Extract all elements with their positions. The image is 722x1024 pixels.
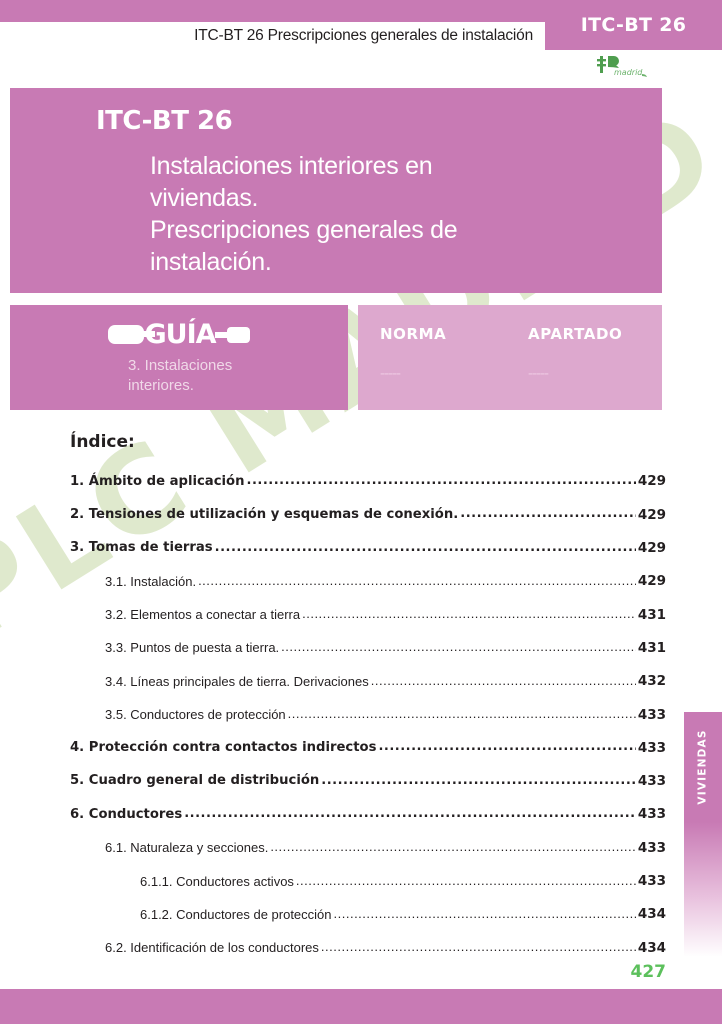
index-entry[interactable]: 6.1.2. Conductores de protección........…: [70, 907, 666, 922]
index-list: 1. Ámbito de aplicación.................…: [70, 474, 666, 955]
plug-socket-icon: [108, 325, 156, 344]
index-entry-page: 429: [637, 540, 666, 557]
index-entry-page: 432: [637, 673, 666, 690]
index-entry-label: 3.2. Elementos a conectar a tierra: [105, 607, 301, 623]
svg-text:madrid: madrid: [614, 68, 643, 77]
index-entry[interactable]: 2. Tensiones de utilización y esquemas d…: [70, 507, 666, 522]
guia-plug-logo-icon: GUÍA: [10, 319, 348, 350]
index-entry-page: 433: [637, 873, 666, 890]
index-entry[interactable]: 6. Conductores .........................…: [70, 807, 666, 822]
index-entry-label: 4. Protección contra contactos indirecto…: [70, 740, 377, 756]
footer-bottom-bar: [0, 989, 722, 1024]
index-entry-page: 431: [637, 639, 666, 656]
apartado-label: APARTADO: [528, 325, 623, 343]
index-entry-leader: ........................................…: [333, 906, 636, 921]
header-code-text: ITC-BT 26: [580, 14, 687, 36]
index-entry-leader: ........................................…: [246, 474, 636, 488]
header-code-tab: ITC-BT 26: [545, 0, 722, 50]
index-entry-leader: ........................................…: [198, 573, 636, 588]
index-entry-label: 3. Tomas de tierras: [70, 540, 213, 556]
index-entry-page: 434: [637, 939, 666, 956]
guia-subtitle-line-2: interiores.: [128, 377, 194, 395]
index-entry-label: 5. Cuadro general de distribución: [70, 773, 320, 789]
index-entry[interactable]: 3. Tomas de tierras.....................…: [70, 541, 666, 556]
side-tab-fade: [684, 822, 722, 957]
side-tab-viviendas: VIVIENDAS: [684, 712, 722, 822]
apartado-column: APARTADO -----: [528, 325, 622, 382]
title-name-line-3: Prescripciones generales de: [150, 216, 458, 244]
guia-subtitle-line-1: 3. Instalaciones: [128, 357, 233, 374]
index-entry-label: 6.1. Naturaleza y secciones.: [105, 840, 269, 856]
index-entry[interactable]: 3.5. Conductores de protección..........…: [70, 707, 666, 722]
title-name-line-4: instalación.: [150, 248, 272, 276]
index-entry-page: 433: [637, 773, 666, 790]
index-entry-leader: ........................................…: [295, 873, 636, 888]
index-entry[interactable]: 3.3. Puntos de puesta a tierra..........…: [70, 640, 666, 655]
page-number: 427: [630, 962, 667, 982]
index-entry-page: 433: [637, 706, 666, 723]
index-entry-page: 433: [637, 739, 666, 756]
norma-value: -----: [380, 365, 401, 382]
index-entry[interactable]: 6.1.1. Conductores activos .............…: [70, 874, 666, 889]
index-entry[interactable]: 6.1. Naturaleza y secciones.............…: [70, 840, 666, 855]
index-entry-leader: ........................................…: [378, 740, 636, 755]
norma-column: NORMA -----: [380, 325, 528, 382]
norma-apartado-box: NORMA ----- APARTADO -----: [358, 305, 662, 410]
norma-label: NORMA: [380, 325, 447, 343]
info-row: GUÍA 3. Instalaciones interiores. NORMA …: [10, 305, 662, 410]
index-entry-page: 429: [637, 473, 666, 490]
index-section: Índice: 1. Ámbito de aplicación.........…: [70, 432, 666, 973]
title-block: ITC-BT 26 Instalaciones interiores en vi…: [10, 88, 662, 293]
index-entry[interactable]: 4. Protección contra contactos indirecto…: [70, 740, 666, 755]
index-entry-page: 431: [637, 606, 666, 623]
title-name-line-2: viviendas.: [150, 184, 259, 212]
index-entry-page: 429: [637, 506, 666, 523]
index-entry-leader: ........................................…: [320, 940, 636, 955]
index-entry[interactable]: 3.2. Elementos a conectar a tierra......…: [70, 607, 666, 622]
index-entry-label: 6.2. Identificación de los conductores: [105, 940, 319, 956]
index-entry-leader: ........................................…: [281, 640, 636, 655]
title-name: Instalaciones interiores en viviendas. P…: [150, 150, 638, 278]
side-tab-label: VIVIENDAS: [697, 729, 710, 805]
index-entry[interactable]: 3.4. Líneas principales de tierra. Deriv…: [70, 674, 666, 689]
index-entry-leader: ........................................…: [321, 773, 636, 788]
index-entry[interactable]: 5. Cuadro general de distribución ......…: [70, 774, 666, 789]
index-entry-page: 433: [637, 839, 666, 856]
guia-box: GUÍA 3. Instalaciones interiores.: [10, 305, 348, 410]
running-title-text: ITC-BT 26 Prescripciones generales de in…: [194, 27, 533, 44]
index-entry-label: 3.4. Líneas principales de tierra. Deriv…: [105, 673, 369, 689]
index-entry-leader: ........................................…: [460, 507, 636, 522]
running-title: ITC-BT 26 Prescripciones generales de in…: [0, 22, 545, 50]
index-entry-label: 3.3. Puntos de puesta a tierra.: [105, 640, 280, 656]
index-entry[interactable]: 6.2. Identificación de los conductores..…: [70, 940, 666, 955]
title-code: ITC-BT 26: [96, 106, 233, 136]
index-entry-label: 3.1. Instalación.: [105, 573, 197, 589]
index-entry-label: 1. Ámbito de aplicación: [70, 473, 245, 489]
index-entry[interactable]: 1. Ámbito de aplicación.................…: [70, 474, 666, 489]
plc-madrid-logo-icon: madrid: [596, 55, 650, 81]
index-entry-label: 3.5. Conductores de protección: [105, 707, 286, 723]
title-name-line-1: Instalaciones interiores en: [150, 152, 433, 180]
index-entry[interactable]: 3.1. Instalación........................…: [70, 574, 666, 589]
apartado-value: -----: [528, 365, 549, 382]
index-entry-page: 429: [637, 573, 666, 590]
plug-pin-icon: [214, 326, 250, 343]
index-entry-leader: ........................................…: [214, 540, 636, 555]
index-entry-leader: ........................................…: [287, 707, 636, 722]
index-entry-label: 6.1.2. Conductores de protección: [140, 906, 332, 922]
index-entry-leader: ........................................…: [370, 673, 636, 688]
index-entry-label: 6. Conductores: [70, 806, 183, 822]
index-entry-page: 433: [637, 806, 666, 823]
index-entry-page: 434: [637, 906, 666, 923]
index-entry-leader: ........................................…: [270, 840, 636, 855]
guia-word: GUÍA: [144, 319, 216, 350]
guia-subtitle: 3. Instalaciones interiores.: [10, 356, 348, 397]
index-entry-label: 6.1.1. Conductores activos: [140, 873, 294, 889]
index-entry-leader: ........................................…: [302, 607, 636, 622]
index-entry-leader: ........................................…: [184, 806, 636, 821]
index-entry-label: 2. Tensiones de utilización y esquemas d…: [70, 507, 459, 523]
header-top-bar: [0, 0, 722, 22]
index-heading: Índice:: [70, 432, 135, 452]
